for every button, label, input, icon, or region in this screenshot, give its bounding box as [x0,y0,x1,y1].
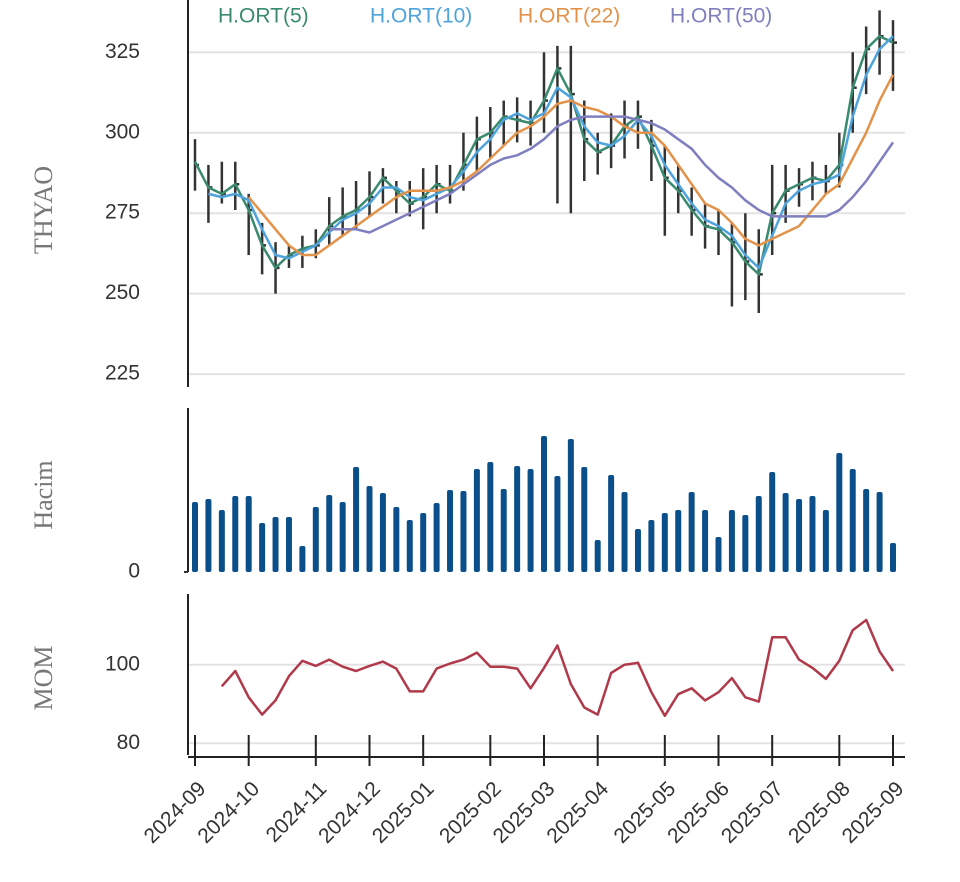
line-series [220,618,895,718]
y-axis-title: MOM [29,645,58,710]
bar [541,436,547,572]
bar [232,496,239,572]
bar [285,517,292,572]
bar [594,540,601,572]
bar [608,475,615,572]
y-tick-label: 80 [117,731,140,754]
bar [648,520,655,572]
line-series [329,115,895,234]
legend-entry: H.ORT(50) [670,5,772,28]
bar [796,499,803,572]
legend-entry: H.ORT(10) [370,5,472,28]
bar [782,493,789,572]
bar [460,491,467,572]
bar [500,489,507,572]
bar [849,469,856,572]
bar [473,469,480,572]
bar [876,492,883,572]
line-series [247,74,895,257]
bar [809,496,816,572]
bar [621,492,628,572]
bar [339,502,346,572]
bar [581,467,588,572]
bar [554,476,561,572]
y-tick-label: 100 [105,652,140,675]
bar [728,510,735,572]
legend-entry: H.ORT(5) [218,5,309,28]
bar [192,502,198,572]
bar [890,543,896,572]
bar [715,537,722,572]
y-axis-title: THYAO [29,166,58,254]
bar [769,472,776,572]
bar [447,490,454,572]
legend-entry: H.ORT(22) [518,5,620,28]
bar [863,489,870,572]
bar [433,503,440,572]
bar [634,529,641,572]
bar [366,486,373,572]
bar [836,453,843,572]
bar [661,513,668,572]
bar [205,499,212,572]
bar [688,492,695,572]
bar [742,515,749,572]
bar [755,496,762,572]
bar [487,462,494,572]
y-tick-label: 225 [105,362,140,385]
y-axis-title: Hacim [29,460,58,529]
y-tick-label: 275 [105,201,140,224]
bar [299,546,306,572]
y-tick-label: 325 [105,40,140,63]
bar [379,493,386,572]
bar [406,520,413,572]
y-tick-label: 300 [105,120,140,143]
line-series [208,35,894,270]
bar [312,507,319,572]
bar [822,510,829,572]
y-tick-label: 250 [105,281,140,304]
bar [326,495,333,572]
bar [353,467,360,572]
bar [393,507,400,572]
bar [259,523,266,572]
bar [514,466,521,572]
bar [527,469,534,572]
bar [245,496,252,572]
bar [675,510,682,572]
bar [218,510,225,572]
bar [420,513,427,572]
bar [567,439,574,572]
y-tick-label: 0 [128,560,140,583]
bar [272,517,279,572]
bar [702,510,709,572]
